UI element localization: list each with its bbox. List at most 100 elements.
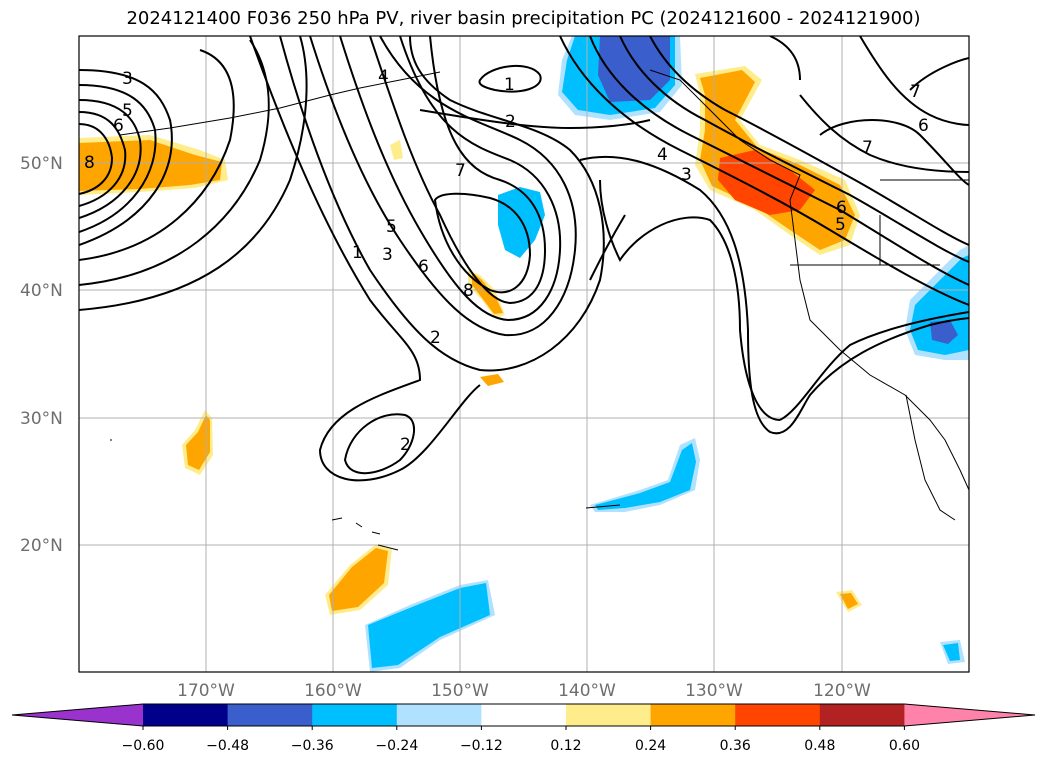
graticule (79, 36, 969, 672)
contour-trough-outer (279, 36, 605, 372)
contour-east-1 (579, 155, 969, 435)
contour-big-2 (249, 36, 481, 482)
contour-label: 2 (505, 112, 516, 132)
contour-east-3 (779, 311, 969, 421)
lon-label: 160°W (304, 681, 362, 701)
lon-label: 140°W (558, 681, 616, 701)
lat-label: 40°N (20, 281, 63, 301)
lat-label: 20°N (20, 536, 63, 556)
contour-cutoff (343, 413, 415, 475)
shade-cal-dark (930, 320, 958, 344)
contour-east-2 (599, 179, 781, 421)
contour-nw-3 (79, 99, 142, 219)
contour-ridge-2line (419, 109, 651, 130)
contour-nw-5 (79, 123, 114, 195)
contour-ridge-2 (589, 36, 969, 286)
colorbar-segment (481, 704, 567, 726)
contour-label: 8 (84, 153, 95, 173)
contour-label: 5 (835, 215, 846, 235)
contour-ridge-5 (478, 64, 542, 93)
coastlines (110, 69, 969, 551)
contour-trough-4 (433, 192, 532, 294)
colorbar-segment (819, 704, 905, 726)
contour-nw-2 (79, 84, 157, 233)
contour-label: 3 (382, 245, 393, 265)
contour-label: 4 (657, 145, 668, 165)
lon-label: 170°W (177, 681, 235, 701)
colorbar-segment (143, 704, 229, 726)
contour-label: 8 (463, 281, 474, 301)
colorbar-tick-label: 0.60 (889, 738, 920, 754)
contour-trough-2 (339, 36, 562, 322)
shade-hawaii-orange (329, 548, 388, 611)
contour-label: 2 (430, 328, 441, 348)
lat-axis: 50°N 40°N 30°N 20°N (20, 154, 63, 556)
colorbar-tick-label: −0.48 (206, 738, 249, 754)
contour-label: 7 (910, 82, 921, 102)
shade-170w-orange (186, 415, 210, 470)
contour-label: 6 (836, 198, 847, 218)
lon-label: 150°W (431, 681, 489, 701)
contour-label: 5 (386, 217, 397, 237)
contour-ridge-4 (649, 36, 969, 246)
contour-ridge-3 (619, 36, 969, 263)
pv-contours (79, 36, 969, 482)
contour-trough-3 (369, 36, 547, 305)
lon-axis: 170°W 160°W 150°W 140°W 130°W 120°W (177, 681, 871, 701)
contour-label: 6 (418, 257, 429, 277)
contour-nw-1 (79, 69, 173, 246)
contour-label: 1 (504, 75, 515, 95)
contour-label: 6 (918, 116, 929, 136)
colorbar-segment (735, 704, 821, 726)
colorbar-tick-label: −0.24 (375, 738, 418, 754)
colorbar-tick-label: 0.12 (550, 738, 581, 754)
map-title: 2024121400 F036 250 hPa PV, river basin … (126, 8, 921, 29)
map-frame (78, 35, 970, 673)
colorbar-segment (396, 704, 482, 726)
contour-label: 1 (352, 243, 363, 263)
contour-label: 7 (455, 161, 466, 181)
contour-label: 3 (681, 165, 692, 185)
contour-east-6 (909, 57, 969, 91)
colorbar-segment (227, 704, 313, 726)
colorbar-extend-left (12, 704, 143, 726)
contour-east-8 (769, 36, 801, 81)
contour-nw-4 (79, 111, 127, 207)
lon-label: 130°W (685, 681, 743, 701)
contour-east-7 (819, 119, 969, 186)
contour-south-1 (589, 214, 626, 281)
contour-nw-out3 (79, 36, 308, 311)
colorbar-tick-label: 0.24 (635, 738, 666, 754)
contour-label: 7 (862, 138, 873, 158)
colorbar-segment (312, 704, 398, 726)
shade-subtrop-blue (595, 443, 696, 510)
contour-label: 6 (113, 116, 124, 136)
colorbar-extend-right (904, 704, 1035, 726)
colorbar: −0.60 −0.48 −0.36 −0.24 −0.12 0.12 0.24 0.36 0.4… (11, 703, 1036, 754)
lat-label: 30°N (20, 409, 63, 429)
colorbar-tick-label: −0.12 (460, 738, 503, 754)
contour-east-5 (859, 36, 969, 126)
colorbar-tick-label: −0.60 (122, 738, 165, 754)
shade-pnw-orange (700, 70, 855, 250)
lat-label: 50°N (20, 154, 63, 174)
contour-trough-1 (309, 36, 577, 337)
colorbar-segment (566, 704, 652, 726)
shade-goa-dark (598, 36, 670, 102)
shade-nw-orange (79, 140, 222, 191)
contour-ridge-1 (559, 36, 969, 306)
colorbar-tick-label: 0.36 (720, 738, 751, 754)
contour-label: 3 (122, 69, 133, 89)
lon-label: 120°W (813, 681, 871, 701)
colorbar-segment (650, 704, 736, 726)
contour-nw-out (79, 49, 235, 261)
contour-label: 2 (400, 435, 411, 455)
contour-east-4 (799, 94, 969, 173)
colorbar-tick-label: 0.48 (804, 738, 835, 754)
contour-label-group: 3 5 6 8 1 2 4 7 1 3 5 6 8 2 2 4 3 6 5 7 … (84, 67, 929, 455)
shade-small-yellow (390, 140, 403, 160)
contour-label: 5 (122, 101, 133, 121)
contour-label: 4 (378, 67, 389, 87)
colorbar-tick-label: −0.36 (291, 738, 334, 754)
